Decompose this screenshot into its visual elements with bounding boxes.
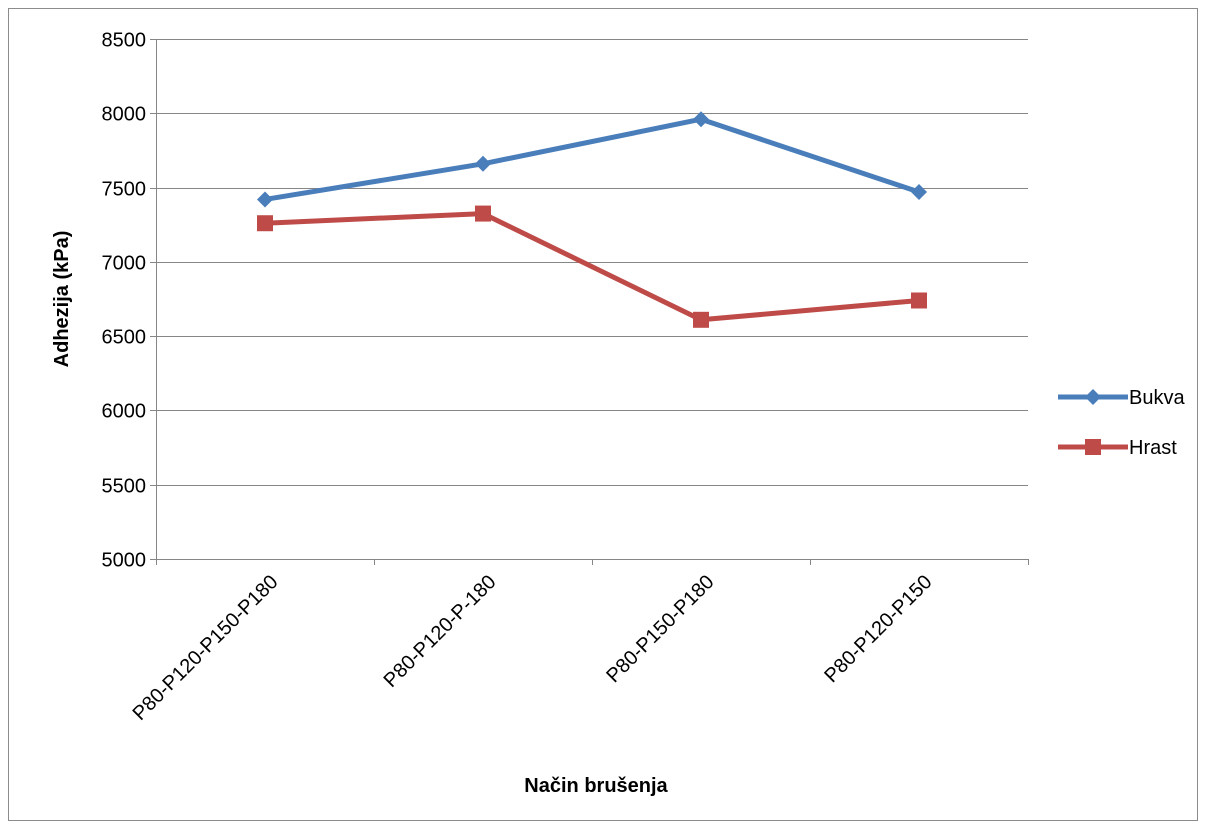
data-point: [1085, 439, 1101, 455]
data-point: [257, 191, 273, 208]
y-tick-label: 5500: [102, 476, 147, 498]
y-tick-label: 6000: [102, 401, 147, 423]
series-bukva: [257, 111, 927, 208]
y-tick-label: 5000: [102, 550, 147, 572]
legend-entry-bukva: Bukva: [1058, 387, 1185, 409]
y-tick-label: 7500: [102, 179, 147, 201]
series-line: [262, 211, 922, 323]
data-point: [475, 205, 491, 222]
y-axis-title: Adhezija (kPa): [51, 231, 73, 368]
y-tick-label: 6500: [102, 327, 147, 349]
y-tick-labels: 5000 5500 6000 6500 7000 7500 8000 8500: [102, 30, 147, 572]
axes: [150, 39, 1029, 565]
data-point: [475, 155, 491, 172]
y-tick-label: 8500: [102, 30, 147, 52]
chart-border: [8, 8, 1198, 821]
data-point: [693, 311, 709, 328]
y-tick-label: 8000: [102, 104, 147, 126]
x-axis-title: Način brušenja: [524, 775, 668, 797]
data-point: [257, 215, 273, 232]
data-point: [911, 184, 927, 201]
data-point: [693, 111, 709, 128]
legend-label: Hrast: [1129, 437, 1177, 459]
legend: Bukva Hrast: [1058, 387, 1185, 459]
series-line: [262, 116, 922, 202]
series: [257, 111, 927, 328]
legend-label: Bukva: [1129, 387, 1185, 409]
data-point: [1085, 389, 1101, 405]
series-hrast: [257, 205, 927, 328]
y-tick-label: 7000: [102, 253, 147, 275]
legend-entry-hrast: Hrast: [1058, 437, 1177, 459]
gridlines: [156, 39, 1028, 486]
data-point: [911, 292, 927, 309]
